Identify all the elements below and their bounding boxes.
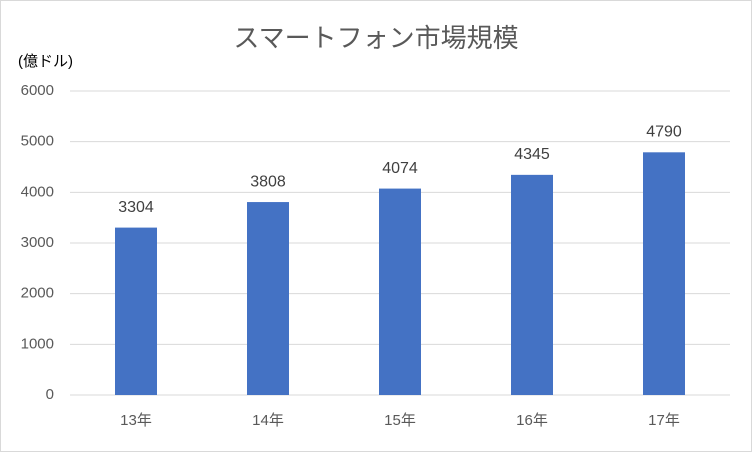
chart-title: スマートフォン市場規模	[233, 23, 518, 53]
x-tick-label: 15年	[384, 412, 416, 429]
y-tick-label: 6000	[21, 82, 54, 99]
y-axis-label: (億ドル)	[18, 53, 73, 70]
y-tick-label: 0	[46, 386, 54, 403]
data-label: 4790	[646, 124, 682, 141]
y-tick-label: 5000	[21, 133, 54, 150]
data-label: 4074	[382, 160, 418, 177]
x-tick-label: 13年	[120, 412, 152, 429]
bar	[511, 174, 553, 395]
data-label: 4345	[514, 146, 550, 163]
data-label: 3808	[250, 173, 286, 190]
y-tick-label: 2000	[21, 285, 54, 302]
y-tick-label: 4000	[21, 183, 54, 200]
y-tick-label: 1000	[21, 335, 54, 352]
bar	[643, 152, 685, 395]
x-tick-label: 14年	[252, 412, 284, 429]
y-tick-label: 3000	[21, 234, 54, 251]
data-label: 3304	[118, 199, 154, 216]
bar	[379, 188, 421, 395]
x-tick-label: 16年	[516, 412, 548, 429]
bar	[115, 227, 157, 395]
bar	[247, 202, 289, 395]
x-tick-label: 17年	[648, 412, 680, 429]
